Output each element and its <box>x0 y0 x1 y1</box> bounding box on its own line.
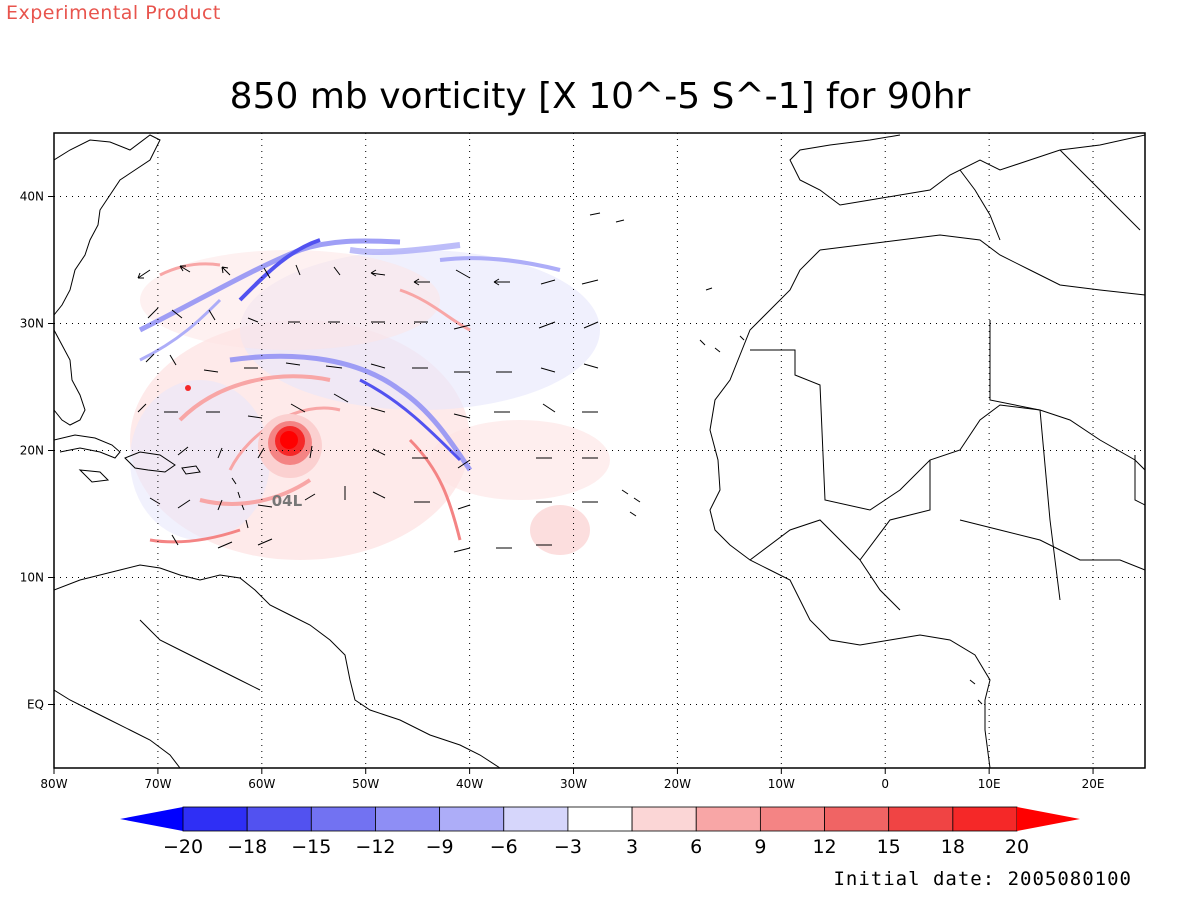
colorbar-swatch <box>439 806 505 832</box>
colorbar-label: −15 <box>291 836 331 858</box>
colorbar-label: 6 <box>690 836 702 858</box>
colorbar-label: −9 <box>426 836 454 858</box>
map-axes: 80W 70W 60W 50W 40W 30W 20W 10W 0 10E 20E 40N 30N 20N… <box>20 190 1105 792</box>
colorbar-label: 9 <box>754 836 766 858</box>
lon-tick-label: 50W <box>352 777 379 791</box>
map-title: 850 mb vorticity [X 10^-5 S^-1] for 90hr <box>229 76 971 117</box>
lon-tick-label: 10E <box>978 777 1001 791</box>
lon-tick-label: 80W <box>40 777 67 791</box>
colorbar-label: −18 <box>227 836 267 858</box>
lon-tick-label: 0 <box>881 777 889 791</box>
colorbar-swatch <box>631 806 697 832</box>
lon-tick-label: 10W <box>768 777 795 791</box>
colorbar-label: −20 <box>163 836 203 858</box>
coastlines <box>54 134 1145 768</box>
colorbar-swatch <box>120 807 183 831</box>
colorbar-swatch <box>182 806 248 832</box>
initial-date: Initial date: 2005080100 <box>833 868 1132 890</box>
colorbar-swatch <box>310 806 376 832</box>
colorbar-label: 12 <box>812 836 836 858</box>
lat-tick-label: EQ <box>27 698 44 712</box>
colorbar-swatch <box>759 806 825 832</box>
lat-tick-label: 40N <box>20 190 44 204</box>
colorbar: −20 −18 −15 −12 −9 −6 −3 3 6 9 12 15 18 20 <box>120 806 1080 858</box>
colorbar-label: 20 <box>1005 836 1029 858</box>
colorbar-swatch <box>952 806 1018 832</box>
colorbar-swatch <box>1017 807 1080 831</box>
colorbar-swatch <box>695 806 761 832</box>
colorbar-label: −3 <box>554 836 582 858</box>
colorbar-label: 3 <box>626 836 638 858</box>
colorbar-swatch <box>888 806 954 832</box>
vorticity-field <box>130 238 610 560</box>
colorbar-swatch <box>824 806 890 832</box>
colorbar-swatch <box>567 806 633 832</box>
colorbar-label: −12 <box>355 836 395 858</box>
colorbar-label: 18 <box>941 836 965 858</box>
lon-tick-label: 30W <box>560 777 587 791</box>
lat-tick-label: 30N <box>20 317 44 331</box>
lat-tick-label: 20N <box>20 444 44 458</box>
colorbar-label: 15 <box>877 836 901 858</box>
lon-tick-label: 60W <box>248 777 275 791</box>
lon-tick-label: 20E <box>1082 777 1105 791</box>
colorbar-swatch <box>246 806 312 832</box>
experimental-product-label: Experimental Product <box>6 2 221 24</box>
lon-tick-label: 70W <box>144 777 171 791</box>
storm-label: 04L <box>272 492 303 510</box>
lon-tick-label: 40W <box>456 777 483 791</box>
colorbar-label: −6 <box>490 836 518 858</box>
colorbar-swatch <box>375 806 441 832</box>
lat-tick-label: 10N <box>20 571 44 585</box>
colorbar-swatch <box>503 806 569 832</box>
lon-tick-label: 20W <box>664 777 691 791</box>
